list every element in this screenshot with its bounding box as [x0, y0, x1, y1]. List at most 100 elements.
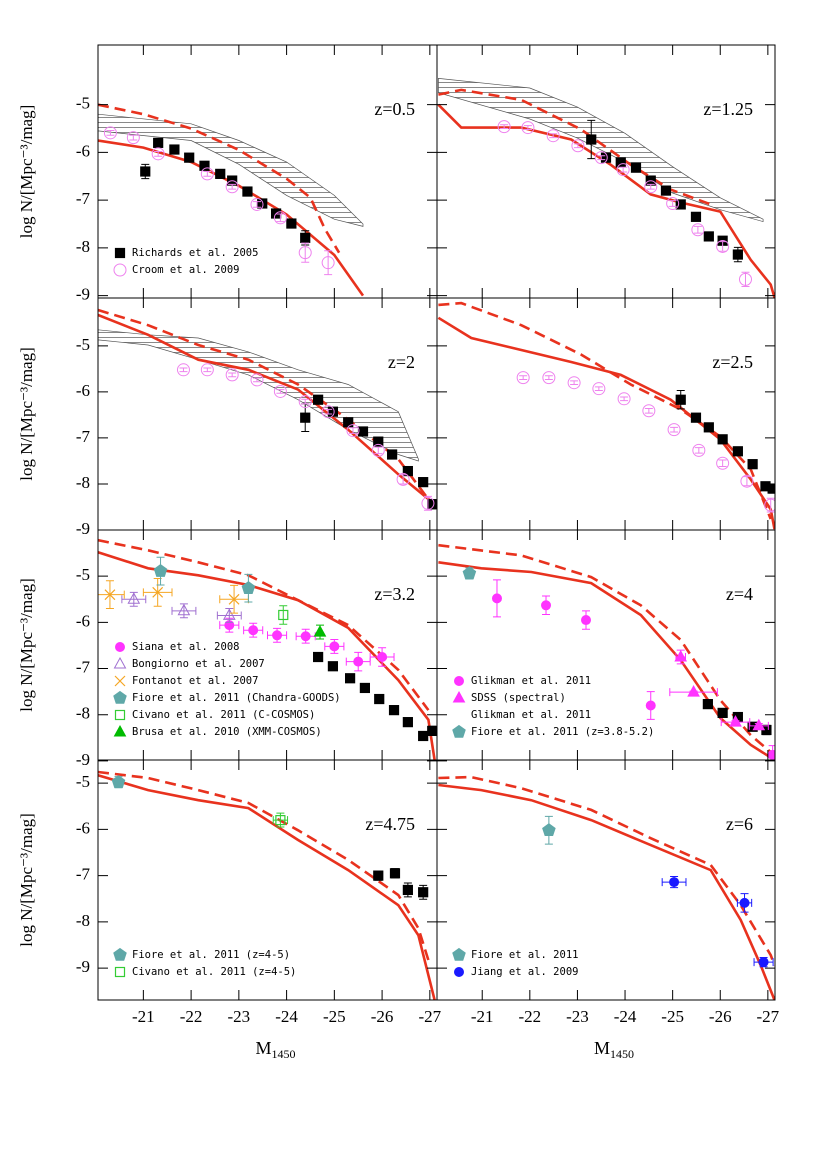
marker — [346, 424, 360, 438]
hatched-band — [98, 329, 419, 462]
legend-label: Richards et al. 2005 — [132, 247, 258, 259]
marker — [228, 593, 240, 605]
marker — [617, 392, 631, 406]
marker — [126, 131, 140, 145]
legend-marker — [452, 690, 466, 703]
error-bar — [276, 389, 285, 394]
error-bar — [301, 398, 310, 405]
marker — [373, 436, 384, 447]
marker — [300, 631, 311, 642]
error-bar — [203, 367, 212, 373]
model-curve-dashed — [438, 301, 772, 520]
marker — [278, 609, 289, 621]
marker — [717, 707, 728, 718]
legend-marker — [114, 709, 126, 721]
marker — [716, 456, 730, 470]
marker — [176, 363, 190, 377]
error-bar — [742, 476, 751, 487]
panel-0 — [98, 103, 365, 297]
marker — [127, 592, 141, 604]
error-bar — [670, 426, 679, 433]
x-tick-label: -24 — [275, 1007, 298, 1026]
x-tick-label: -25 — [661, 1007, 684, 1026]
marker — [732, 446, 743, 457]
x-axis-label-sub: 1450 — [272, 1047, 296, 1061]
legend-marker — [454, 676, 464, 686]
legend-marker — [113, 690, 127, 704]
marker — [169, 144, 180, 155]
marker — [402, 465, 413, 477]
legend-label: Fontanot et al. 2007 — [132, 675, 258, 687]
marker — [343, 417, 354, 428]
model-curve — [438, 783, 775, 1000]
y-tick-label: -7 — [76, 427, 91, 446]
marker — [418, 730, 429, 742]
y-tick-label: -6 — [76, 141, 90, 160]
marker — [767, 483, 775, 494]
y-tick-label: -5 — [76, 565, 90, 584]
marker — [717, 434, 728, 445]
marker — [740, 474, 754, 488]
redshift-label: z=4 — [726, 584, 753, 604]
marker — [248, 625, 259, 636]
x-axis-label-main: M — [594, 1038, 610, 1058]
redshift-label: z=6 — [726, 814, 753, 834]
marker — [313, 625, 327, 637]
error-bar — [644, 407, 653, 414]
marker — [669, 877, 680, 888]
y-tick-label: -6 — [76, 381, 90, 400]
y-tick-label: -7 — [76, 657, 91, 676]
x-axis-label: M1450 — [256, 1038, 296, 1061]
y-axis-label: log N/[Mpc⁻³/mag] — [17, 105, 36, 239]
marker — [687, 685, 700, 697]
x-tick-label: -26 — [709, 1007, 732, 1026]
error-bar — [129, 134, 138, 141]
error-bar — [324, 250, 333, 276]
marker — [388, 705, 400, 716]
legend-marker — [114, 966, 126, 978]
marker — [692, 443, 706, 457]
marker — [567, 376, 581, 390]
marker — [418, 477, 429, 488]
marker — [300, 232, 311, 243]
marker — [690, 412, 702, 423]
x-axis-label-main: M — [256, 1038, 272, 1058]
marker — [497, 120, 511, 134]
marker — [541, 600, 552, 611]
hatched-band — [98, 113, 364, 227]
model-curve-dashed — [98, 103, 341, 254]
x-error-bar — [121, 595, 147, 604]
redshift-label: z=4.75 — [365, 814, 415, 834]
error-bar — [228, 372, 237, 378]
error-bar — [500, 124, 509, 130]
marker — [516, 371, 530, 385]
marker — [667, 423, 681, 437]
marker — [353, 656, 364, 667]
marker — [111, 775, 126, 788]
panel-5 — [438, 543, 775, 760]
model-curve-dashed — [438, 775, 775, 966]
y-tick-label: -5 — [76, 94, 90, 113]
error-bar — [399, 474, 408, 485]
error-bar — [252, 377, 261, 383]
error-bar — [203, 171, 212, 177]
marker — [703, 231, 714, 242]
error-bar — [573, 143, 582, 149]
marker — [374, 693, 385, 705]
marker — [215, 168, 226, 179]
error-bar — [594, 386, 603, 392]
marker — [615, 157, 626, 168]
model-curve-dashed — [98, 770, 430, 961]
error-bar — [154, 150, 163, 157]
legend-marker — [454, 967, 464, 977]
marker — [242, 186, 253, 197]
marker — [359, 682, 371, 694]
marker — [752, 718, 766, 731]
y-tick-label: -8 — [76, 911, 90, 930]
legend-label: Fiore et al. 2011 — [471, 949, 578, 961]
y-tick-label: -9 — [76, 957, 90, 976]
marker — [616, 163, 630, 177]
legend-marker — [452, 724, 466, 738]
redshift-label: z=2.5 — [712, 352, 753, 372]
